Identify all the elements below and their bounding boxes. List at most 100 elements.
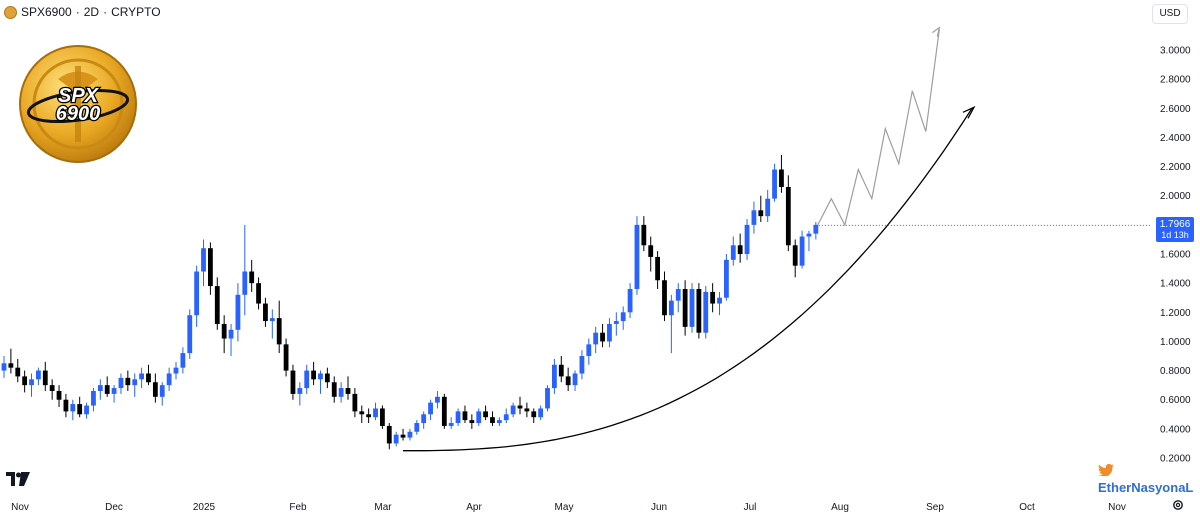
projection-arrow: [931, 26, 941, 37]
support-curve-arrow: [962, 105, 976, 119]
candle-body: [8, 363, 14, 368]
candle-body: [228, 329, 234, 339]
candle-body: [42, 370, 48, 386]
candle-body: [111, 388, 117, 394]
time-axis[interactable]: Nov Dec 2025 Feb Mar Apr May Jun Jul Aug Sep Oct Nov: [11, 502, 1126, 513]
symbol-header[interactable]: SPX6900 · 2D · CRYPTO: [4, 5, 161, 19]
y-tick-label: 2.0000: [1160, 191, 1191, 202]
candle-body: [359, 411, 365, 415]
candle-body: [813, 224, 819, 234]
candle-body: [524, 408, 530, 412]
candle-body: [455, 411, 461, 424]
candle-body: [173, 367, 179, 374]
price-axis[interactable]: 0.2000 0.4000 0.6000 0.8000 1.0000 1.2000 1.40…: [1160, 46, 1191, 465]
y-tick-label: 0.2000: [1160, 454, 1191, 465]
candle-body: [77, 404, 83, 415]
candle-body: [668, 300, 674, 316]
candles-layer: [1, 154, 819, 450]
last-price-tag: 1.7966 1d 13h: [1156, 217, 1194, 242]
y-tick-label: 2.8000: [1160, 75, 1191, 86]
bar-countdown: 1d 13h: [1161, 230, 1189, 240]
candle-body: [655, 256, 660, 281]
candle-body: [779, 169, 784, 187]
y-tick-label: 1.0000: [1160, 337, 1191, 348]
svg-text:6900: 6900: [56, 103, 101, 125]
candle-body: [462, 411, 468, 421]
candle-body: [572, 373, 578, 386]
x-tick-label: Jul: [744, 502, 757, 513]
candle-body: [662, 280, 667, 316]
candle-body: [180, 353, 186, 368]
candle-body: [380, 408, 385, 426]
candle-body: [269, 318, 275, 322]
candle-body: [70, 404, 76, 412]
header-separator-2: ·: [103, 5, 108, 19]
currency-button[interactable]: USD: [1152, 4, 1188, 24]
x-tick-label: Sep: [926, 502, 944, 513]
candle-body: [579, 356, 585, 374]
candle-body: [91, 390, 96, 406]
candle-body: [724, 259, 729, 298]
y-tick-label: 1.2000: [1160, 308, 1191, 319]
candle-body: [311, 370, 316, 380]
candle-body: [63, 399, 69, 412]
twitter-bird-icon: [1098, 464, 1114, 476]
candle-body: [276, 318, 282, 345]
candle-body: [517, 405, 523, 409]
candle-body: [607, 323, 612, 342]
candle-body: [352, 393, 358, 412]
x-tick-label: Jun: [651, 502, 667, 513]
last-price: 1.7966: [1159, 219, 1191, 230]
candle-body: [318, 373, 323, 380]
candle-body: [421, 414, 427, 424]
candle-body: [187, 315, 193, 354]
candle-body: [545, 388, 550, 409]
symbol-name: SPX6900: [21, 5, 72, 19]
candle-body: [634, 224, 640, 289]
candle-body: [806, 233, 812, 237]
candle-body: [510, 405, 516, 415]
candle-body: [689, 288, 695, 327]
candle-body: [565, 376, 571, 386]
candle-body: [132, 379, 138, 386]
candle-body: [1, 363, 7, 371]
y-tick-label: 2.2000: [1160, 162, 1191, 173]
candle-body: [552, 364, 557, 389]
candle-body: [785, 186, 791, 246]
candle-body: [503, 414, 509, 421]
candle-body: [304, 370, 310, 389]
candle-body: [242, 271, 248, 295]
x-tick-label: Feb: [289, 502, 307, 513]
candle-body: [283, 344, 289, 371]
candle-body: [15, 367, 21, 377]
candle-body: [386, 425, 392, 444]
y-tick-label: 0.4000: [1160, 424, 1191, 435]
x-tick-label: Mar: [374, 502, 392, 513]
candle-body: [799, 236, 805, 266]
candle-body: [751, 210, 757, 225]
candle-body: [558, 364, 564, 377]
watermark-text: EtherNasyonaL: [1098, 480, 1194, 495]
candle-body: [194, 271, 200, 316]
candle-body: [152, 382, 158, 397]
x-tick-label: Nov: [1108, 502, 1126, 513]
candle-body: [331, 382, 337, 397]
candle-body: [345, 388, 351, 394]
candle-body: [159, 385, 165, 397]
candle-body: [641, 224, 647, 246]
candle-body: [441, 396, 447, 426]
candle-body: [146, 373, 151, 383]
candle-body: [772, 169, 777, 199]
support-curve: [403, 107, 973, 452]
candle-body: [448, 423, 454, 426]
settings-gear-icon[interactable]: [1172, 499, 1184, 511]
x-tick-label: 2025: [193, 502, 216, 513]
candle-body: [256, 283, 261, 304]
market-label: CRYPTO: [111, 5, 161, 19]
candle-body: [792, 245, 798, 266]
candle-body: [600, 332, 605, 342]
candle-body: [393, 434, 399, 444]
candle-body: [221, 323, 227, 339]
tradingview-logo-icon[interactable]: [6, 472, 30, 486]
